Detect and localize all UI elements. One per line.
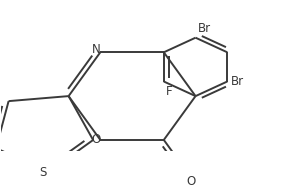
Text: S: S xyxy=(40,166,47,179)
Text: Br: Br xyxy=(231,75,244,88)
Text: N: N xyxy=(92,43,101,57)
Text: Br: Br xyxy=(197,22,211,35)
Text: O: O xyxy=(186,175,195,188)
Text: F: F xyxy=(166,85,172,98)
Text: O: O xyxy=(92,133,101,146)
